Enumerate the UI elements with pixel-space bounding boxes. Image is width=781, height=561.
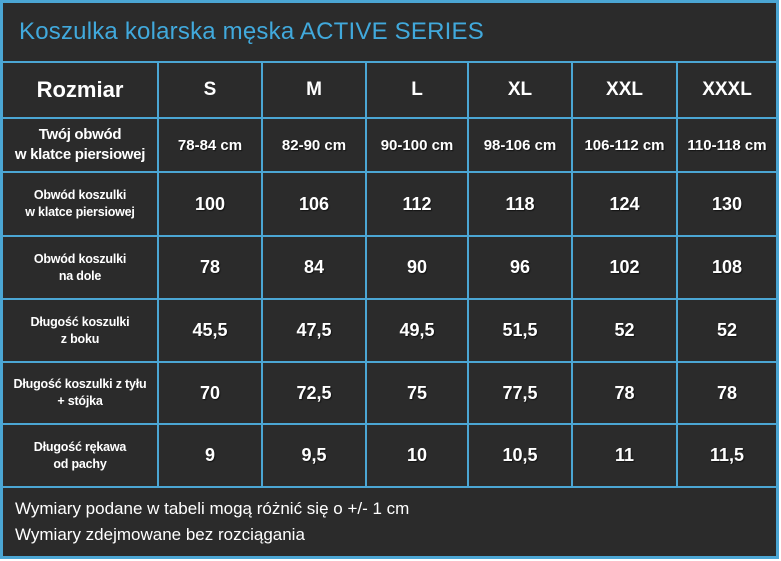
value-cell: 52 [573,300,676,361]
value-cell: 78 [573,363,676,423]
value-cell: 118 [469,173,571,235]
value-cell: 96 [469,237,571,298]
value-cell: 90-100 cm [367,119,467,171]
header-size-xxxl: XXXL [678,63,776,117]
value-cell: 98-106 cm [469,119,571,171]
value-cell: 124 [573,173,676,235]
value-cell: 108 [678,237,776,298]
value-cell: 78 [678,363,776,423]
value-cell: 90 [367,237,467,298]
row-label-back-length: Długość koszulki z tyłu + stójka [3,363,157,423]
value-cell: 77,5 [469,363,571,423]
footnote-line-1: Wymiary podane w tabeli mogą różnić się … [15,498,410,518]
value-cell: 11,5 [678,425,776,486]
value-cell: 45,5 [159,300,261,361]
value-cell: 52 [678,300,776,361]
value-cell: 49,5 [367,300,467,361]
value-cell: 70 [159,363,261,423]
value-cell: 110-118 cm [678,119,776,171]
header-size-xxl: XXL [573,63,676,117]
value-cell: 84 [263,237,365,298]
header-size-s: S [159,63,261,117]
value-cell: 78 [159,237,261,298]
value-cell: 112 [367,173,467,235]
header-size-xl: XL [469,63,571,117]
row-label-chest-your: Twój obwód w klatce piersiowej [3,119,157,171]
value-cell: 102 [573,237,676,298]
value-cell: 11 [573,425,676,486]
header-size-l: L [367,63,467,117]
value-cell: 100 [159,173,261,235]
value-cell: 51,5 [469,300,571,361]
value-cell: 72,5 [263,363,365,423]
value-cell: 130 [678,173,776,235]
value-cell: 9,5 [263,425,365,486]
value-cell: 106-112 cm [573,119,676,171]
row-label-side-length: Długość koszulki z boku [3,300,157,361]
header-rozmiar: Rozmiar [3,63,157,117]
value-cell: 9 [159,425,261,486]
table-footnote: Wymiary podane w tabeli mogą różnić się … [3,488,776,556]
footnote-line-2: Wymiary zdejmowane bez rozciągania [15,525,305,544]
value-cell: 75 [367,363,467,423]
row-label-bottom: Obwód koszulki na dole [3,237,157,298]
value-cell: 78-84 cm [159,119,261,171]
value-cell: 10 [367,425,467,486]
row-label-chest-shirt: Obwód koszulki w klatce piersiowej [3,173,157,235]
value-cell: 106 [263,173,365,235]
header-size-m: M [263,63,365,117]
row-label-sleeve-length: Długość rękawa od pachy [3,425,157,486]
value-cell: 47,5 [263,300,365,361]
value-cell: 10,5 [469,425,571,486]
value-cell: 82-90 cm [263,119,365,171]
page-title: Koszulka kolarska męska ACTIVE SERIES [3,3,776,61]
